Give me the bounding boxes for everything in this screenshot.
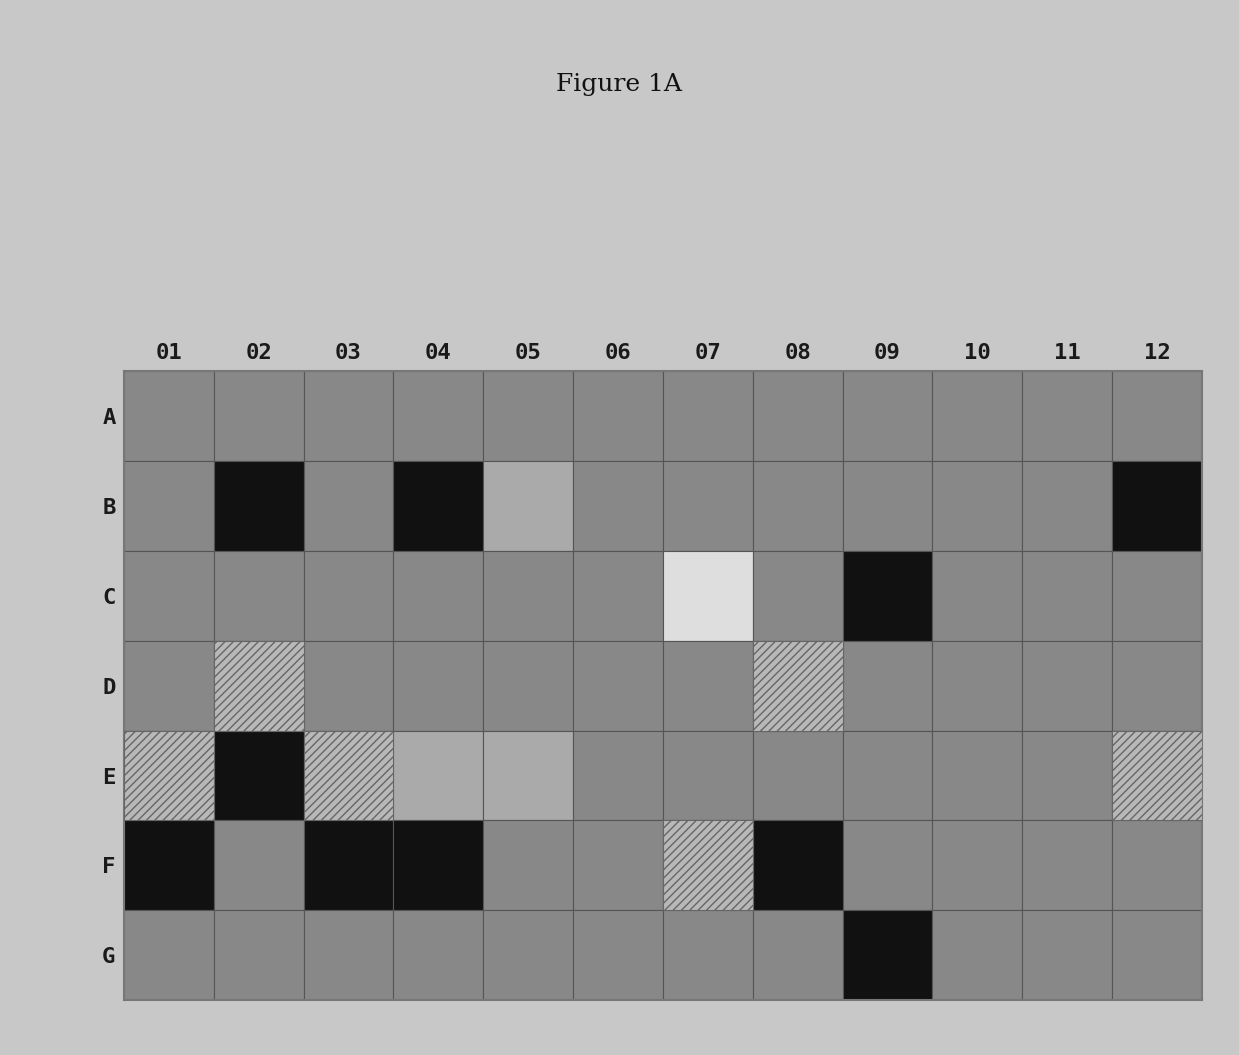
Bar [124,731,213,821]
Bar [752,551,843,640]
Bar [1111,461,1202,551]
Bar [483,640,572,731]
Bar [843,371,932,461]
Bar [1111,731,1202,821]
Bar [483,371,572,461]
Bar [304,910,393,1000]
Bar [304,461,393,551]
Bar [393,551,483,640]
Bar [1022,640,1111,731]
Bar [213,551,304,640]
Bar [663,640,752,731]
Bar [572,640,663,731]
Bar [124,640,213,731]
Bar [213,910,304,1000]
Bar [663,371,752,461]
Bar [124,371,213,461]
Bar [1111,371,1202,461]
Bar [932,461,1022,551]
Bar [752,731,843,821]
Bar [124,461,213,551]
Bar [483,821,572,910]
Bar [304,371,393,461]
Bar [572,371,663,461]
Bar [663,821,752,910]
Bar [393,910,483,1000]
Bar [124,731,213,821]
Bar [1022,910,1111,1000]
Bar [1111,640,1202,731]
Bar [1111,910,1202,1000]
Bar [124,910,213,1000]
Bar [304,821,393,910]
Bar [124,551,213,640]
Bar [393,731,483,821]
Bar [843,731,932,821]
Bar [932,640,1022,731]
Bar [1022,821,1111,910]
Bar [932,910,1022,1000]
Bar [1111,731,1202,821]
Bar [843,551,932,640]
Bar [304,551,393,640]
Bar [572,821,663,910]
Bar [843,461,932,551]
Bar [213,640,304,731]
Bar [1022,731,1111,821]
Bar [752,910,843,1000]
Bar [1111,551,1202,640]
Text: Figure 1A: Figure 1A [556,73,683,96]
Bar [932,551,1022,640]
Bar [932,371,1022,461]
Bar [393,461,483,551]
Bar [483,461,572,551]
Bar [393,371,483,461]
Bar [483,731,572,821]
Bar [304,731,393,821]
Bar [932,821,1022,910]
Bar [932,731,1022,821]
Bar [393,821,483,910]
Bar [213,461,304,551]
Bar [304,640,393,731]
Bar [843,821,932,910]
Bar [213,371,304,461]
Bar [752,640,843,731]
Bar [663,551,752,640]
Bar [1022,371,1111,461]
Bar [663,731,752,821]
Bar [304,731,393,821]
Bar [752,371,843,461]
Bar [483,551,572,640]
Bar [663,821,752,910]
Bar [1022,551,1111,640]
Bar [393,640,483,731]
Bar [843,910,932,1000]
Bar [572,731,663,821]
Bar [843,640,932,731]
Bar [572,461,663,551]
Bar [572,551,663,640]
Bar [1111,821,1202,910]
Bar [663,461,752,551]
Bar [213,821,304,910]
Bar [752,461,843,551]
Bar [1022,461,1111,551]
Bar [572,910,663,1000]
Bar [213,731,304,821]
Bar [752,640,843,731]
Bar [124,821,213,910]
Bar [663,910,752,1000]
Bar [752,821,843,910]
Bar [213,640,304,731]
Bar [483,910,572,1000]
